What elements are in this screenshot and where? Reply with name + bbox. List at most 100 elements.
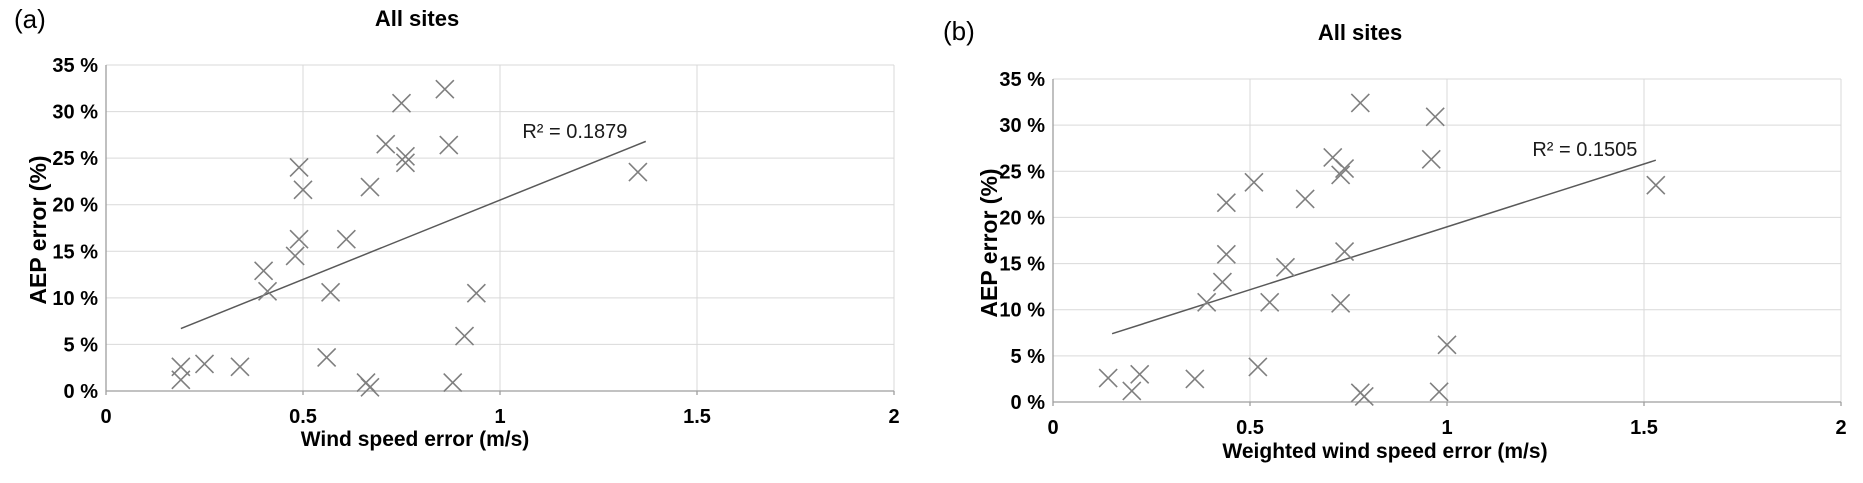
marker-stroke [1295, 189, 1315, 209]
data-point-marker [1216, 193, 1236, 213]
marker-stroke [1260, 292, 1280, 312]
y-tick-label: 5 % [1011, 346, 1046, 368]
x-tick-label: 2 [1835, 417, 1846, 439]
data-point-marker [1244, 172, 1264, 192]
marker-stroke [289, 229, 309, 249]
data-point-marker [1122, 381, 1142, 401]
data-point-marker [1421, 149, 1441, 169]
chart-title-b: All sites [1318, 20, 1402, 45]
data-point-marker [336, 229, 356, 249]
data-point-marker [321, 282, 341, 302]
marker-stroke [1334, 158, 1355, 179]
data-point-marker [1354, 386, 1374, 407]
data-point-marker [1295, 189, 1315, 209]
plot-area-a: 0 0.5 1 1.5 20 %5 %10 %15 %20 %25 %30 %35 %R… [52, 55, 899, 428]
y-tick-label: 25 % [999, 161, 1045, 183]
marker-stroke [1122, 381, 1142, 401]
marker-stroke [454, 326, 475, 346]
data-point-marker [1334, 158, 1355, 179]
panel-label-a: (a) [14, 4, 46, 34]
r-squared-annotation: R² = 0.1505 [1532, 139, 1637, 161]
data-point-marker [395, 153, 416, 173]
y-tick-label: 20 % [999, 207, 1045, 229]
marker-stroke [395, 146, 416, 166]
marker-stroke [171, 370, 191, 390]
data-point-marker [391, 93, 412, 113]
marker-stroke [1437, 335, 1457, 355]
marker-stroke [1248, 357, 1268, 377]
x-tick-label: 0.5 [289, 406, 317, 428]
y-tick-label: 15 % [999, 254, 1045, 276]
y-tick-label: 35 % [52, 55, 98, 77]
marker-stroke [1421, 149, 1441, 169]
y-tick-label: 10 % [999, 300, 1045, 322]
data-point-marker [1437, 335, 1457, 355]
data-point-marker [1197, 292, 1217, 312]
marker-stroke [1331, 165, 1351, 185]
data-point-marker [289, 229, 309, 249]
marker-stroke [321, 282, 341, 302]
y-tick-label: 15 % [52, 241, 98, 263]
marker-stroke [257, 281, 278, 301]
data-point-marker [360, 177, 380, 197]
data-point-marker [194, 354, 215, 374]
marker-stroke [1334, 242, 1355, 262]
x-axis-title-a: Wind speed error (m/s) [301, 428, 530, 451]
marker-stroke [1323, 147, 1343, 168]
data-point-marker [454, 326, 475, 346]
data-point-marker [376, 134, 396, 154]
marker-stroke [289, 157, 309, 178]
data-point-marker [317, 347, 337, 368]
marker-stroke [1331, 293, 1351, 313]
y-tick-label: 35 % [999, 69, 1045, 91]
data-point-marker [230, 357, 250, 377]
y-tick-label: 20 % [52, 195, 98, 217]
marker-stroke [391, 93, 412, 113]
marker-stroke [1350, 93, 1370, 113]
data-point-marker [443, 373, 463, 393]
data-point-marker [171, 370, 191, 390]
y-tick-label: 30 % [52, 102, 98, 124]
marker-stroke [1646, 175, 1666, 195]
marker-stroke [317, 347, 337, 368]
x-tick-label: 2 [888, 406, 899, 428]
data-point-marker [1429, 382, 1449, 402]
y-tick-label: 10 % [52, 288, 98, 310]
marker-stroke [1425, 107, 1445, 127]
marker-stroke [435, 79, 455, 99]
panel-a: (a) All sites 0 0.5 1 1.5 20 %5 %10 %15 %20 … [14, 4, 900, 451]
data-point-marker [1275, 257, 1296, 277]
data-point-marker [628, 162, 648, 182]
panel-b: (b) All sites 0 0.5 1 1.5 20 %5 %10 %15 %20 … [943, 16, 1847, 463]
marker-stroke [360, 177, 380, 197]
plot-area-b: 0 0.5 1 1.5 20 %5 %10 %15 %20 %25 %30 %35 %R… [999, 69, 1846, 439]
data-point-marker [1260, 292, 1280, 312]
marker-stroke [293, 180, 313, 200]
y-tick-label: 0 % [1011, 392, 1046, 414]
data-point-marker [1248, 357, 1268, 377]
y-axis-title-b: AEP error (%) [976, 168, 1002, 317]
data-point-marker [1098, 368, 1118, 388]
data-point-marker [1334, 242, 1355, 262]
x-tick-label: 1.5 [1630, 417, 1658, 439]
x-tick-label: 1.5 [683, 406, 711, 428]
data-point-marker [285, 246, 305, 266]
marker-stroke [336, 229, 356, 249]
x-axis-title-b: Weighted wind speed error (m/s) [1222, 440, 1547, 463]
marker-stroke [194, 354, 215, 374]
x-tick-label: 0 [100, 406, 111, 428]
x-tick-label: 0.5 [1236, 417, 1264, 439]
x-tick-label: 0 [1047, 417, 1058, 439]
x-tick-label: 1 [1441, 417, 1452, 439]
data-point-marker [439, 135, 459, 155]
y-tick-label: 5 % [64, 334, 99, 356]
data-point-marker [1646, 175, 1666, 195]
data-point-marker [1216, 244, 1236, 264]
marker-stroke [628, 162, 648, 182]
marker-stroke [1185, 369, 1205, 389]
y-axis-title-a: AEP error (%) [25, 155, 51, 304]
data-point-marker [257, 281, 278, 301]
trendline [180, 140, 647, 330]
